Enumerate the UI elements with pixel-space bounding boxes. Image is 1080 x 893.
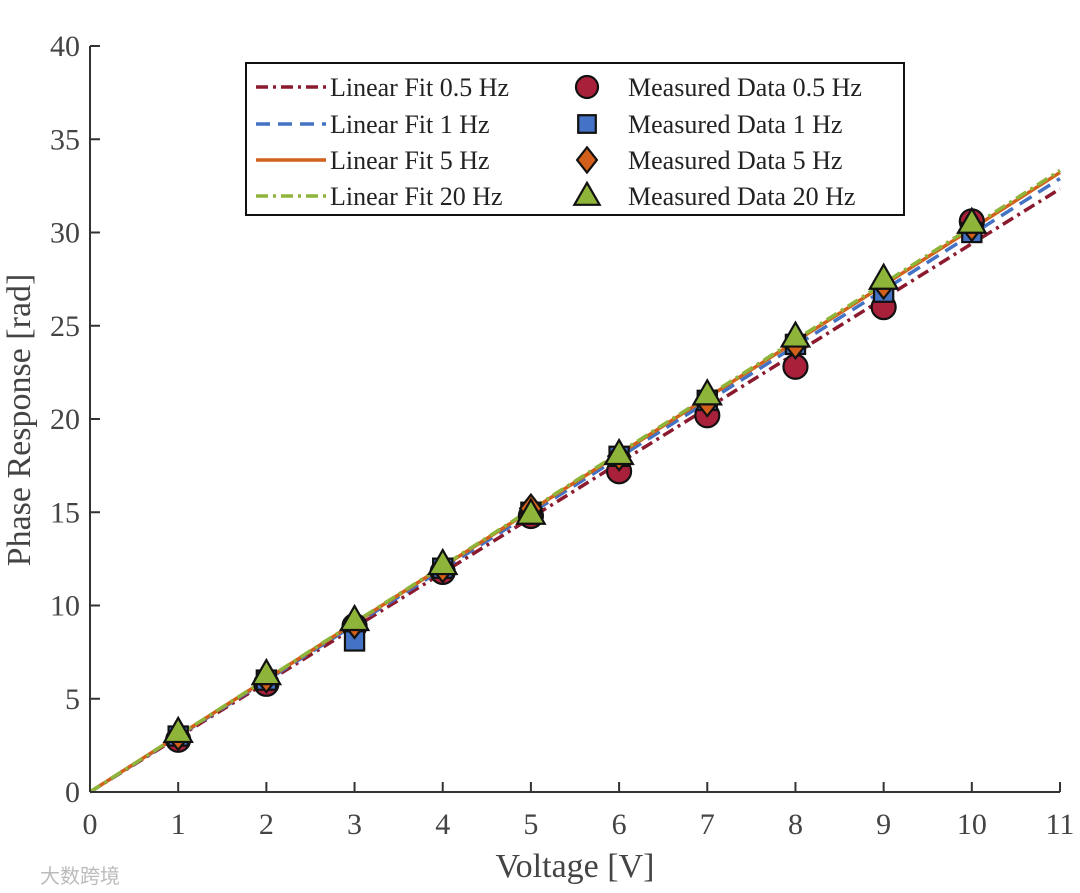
data-point [515,497,547,525]
data-point [779,320,812,348]
data-point [338,603,371,632]
data-point [162,715,194,744]
y-tick-label: 30 [50,217,80,250]
x-tick-label: 0 [83,808,98,841]
x-tick-label: 3 [347,808,362,841]
legend-label: Measured Data 20 Hz [628,182,855,211]
x-tick-label: 10 [957,808,987,841]
x-tick-label: 2 [259,808,274,841]
legend-box [245,62,905,216]
legend-label: Linear Fit 5 Hz [330,146,490,175]
legend-label: Measured Data 0.5 Hz [628,73,862,102]
x-tick-label: 9 [876,808,891,841]
legend-label: Measured Data 5 Hz [628,146,842,175]
y-axis-title: Phase Response [rad] [1,274,38,567]
fit-line [89,168,1061,794]
y-tick-label: 15 [50,496,80,529]
y-tick-label: 25 [50,310,80,343]
data-point [572,180,602,206]
data-point [575,145,599,175]
watermark-text: 大数跨境 [40,864,120,888]
legend-label: Linear Fit 20 Hz [330,182,503,211]
legend-label: Linear Fit 1 Hz [330,110,490,139]
data-point [956,206,988,234]
y-tick-label: 20 [50,403,80,436]
x-tick-label: 5 [523,808,538,841]
x-tick-label: 7 [700,808,715,841]
legend-label: Measured Data 1 Hz [628,110,842,139]
y-axis: 0 5 10 15 20 25 30 35 40 [50,30,100,809]
y-tick-label: 10 [50,590,80,623]
x-tick-label: 1 [171,808,186,841]
data-point [250,657,283,686]
data-point [427,547,459,576]
data-point [577,114,597,134]
fit-line [89,187,1061,794]
x-tick-label: 8 [788,808,803,841]
y-tick-label: 35 [50,123,80,156]
legend-label: Linear Fit 0.5 Hz [330,73,509,102]
x-tick-label: 4 [435,808,450,841]
fit-line [89,177,1061,794]
data-point [603,437,635,466]
y-tick-label: 40 [50,30,80,63]
y-tick-label: 5 [65,683,80,716]
plot-area [89,168,1061,794]
x-axis-title: Voltage [V] [496,848,655,885]
data-point [867,262,900,290]
x-axis: 0 1 2 3 4 5 6 7 8 9 10 11 [83,782,1075,841]
y-tick-label: 0 [65,776,80,809]
data-point [574,74,600,100]
legend: Linear Fit 0.5 Hz Linear Fit 1 Hz Linear F… [245,62,905,216]
data-point [691,378,723,406]
x-tick-label: 11 [1046,808,1075,841]
x-tick-label: 6 [612,808,627,841]
